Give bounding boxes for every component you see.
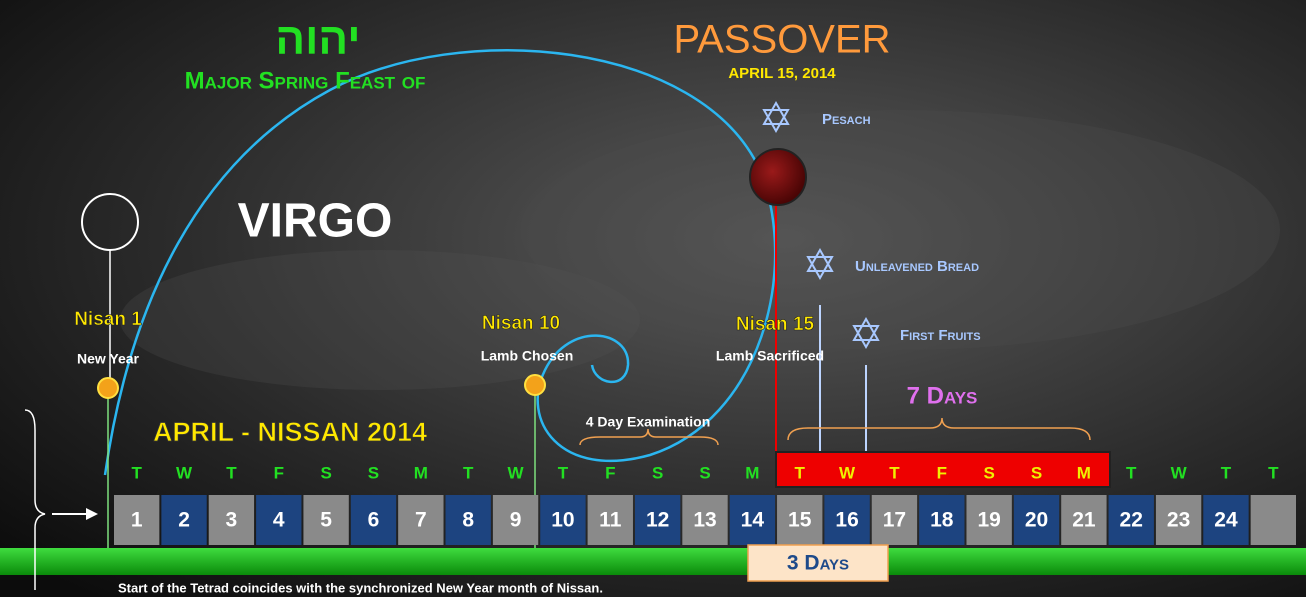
weekday-label: T [131, 463, 142, 482]
feast-label: First Fruits [900, 327, 981, 344]
weekday-label: W [176, 463, 193, 482]
feast-date: APRIL 15, 2014 [728, 65, 836, 82]
weekday-label: F [605, 463, 615, 482]
day-number: 11 [599, 509, 622, 532]
weekday-label: W [839, 463, 856, 482]
day-number: 14 [741, 509, 765, 532]
weekday-label: T [226, 463, 237, 482]
day-number: 13 [693, 509, 716, 532]
weekday-label: T [889, 463, 900, 482]
examination-label: 4 Day Examination [586, 414, 711, 430]
marker-label: New Year [77, 351, 140, 367]
blood-moon [750, 149, 806, 205]
day-number: 12 [646, 509, 669, 532]
marker-title: Nisan 10 [482, 313, 560, 334]
weekday-label: F [937, 463, 947, 482]
weekday-label: W [1171, 463, 1188, 482]
sun-marker [98, 378, 118, 398]
weekday-label: S [320, 463, 331, 482]
hebrew-name: יהוה [275, 15, 360, 64]
weekday-label: T [463, 463, 474, 482]
feast-label: Unleavened Bread [855, 258, 979, 275]
day-number: 5 [320, 509, 332, 532]
day-number: 21 [1072, 509, 1096, 532]
footnote: Start of the Tetrad coincides with the s… [118, 580, 603, 595]
subtitle: Major Spring Feast of [185, 67, 426, 94]
scene: יהוה Major Spring Feast of PASSOVER APRI… [0, 0, 1306, 597]
sun-marker [525, 375, 545, 395]
weekday-label: T [1221, 463, 1232, 482]
month-title: APRIL - NISSAN 2014 [153, 417, 427, 447]
day-number: 22 [1120, 509, 1143, 532]
day-number: 1 [131, 509, 143, 532]
weekday-label: T [558, 463, 569, 482]
nebula [120, 250, 640, 390]
weekday-label: S [652, 463, 663, 482]
day-number: 3 [226, 509, 238, 532]
day-number: 19 [977, 509, 1000, 532]
day-number: 9 [510, 509, 522, 532]
day-number: 23 [1167, 509, 1190, 532]
marker-label: Lamb Chosen [481, 348, 574, 364]
day-number: 10 [551, 509, 574, 532]
day-number: 4 [273, 509, 285, 532]
weekday-label: M [1077, 463, 1091, 482]
feast-label: Pesach [822, 111, 871, 128]
day-number: 24 [1214, 509, 1238, 532]
marker-title: Nisan 15 [736, 314, 815, 335]
constellation: VIRGO [238, 195, 393, 248]
green-band [0, 548, 1306, 575]
feast-title: PASSOVER [673, 18, 890, 62]
day-number: 15 [788, 509, 812, 532]
weekday-label: F [274, 463, 284, 482]
day-number: 16 [835, 509, 858, 532]
weekday-label: S [983, 463, 994, 482]
weekday-label: W [508, 463, 525, 482]
day-number: 7 [415, 509, 427, 532]
weekday-label: S [1031, 463, 1042, 482]
day-number: 2 [178, 509, 190, 532]
weekday-label: T [1126, 463, 1137, 482]
weekday-label: M [414, 463, 428, 482]
day-number: 17 [883, 509, 906, 532]
seven-days-label: 7 Days [907, 382, 978, 409]
weekday-label: S [699, 463, 710, 482]
weekday-label: T [795, 463, 806, 482]
weekday-label: S [368, 463, 379, 482]
day-number: 8 [462, 509, 474, 532]
day-cell [1251, 495, 1296, 545]
day-number: 18 [930, 509, 954, 532]
day-number: 20 [1025, 509, 1048, 532]
weekday-label: M [745, 463, 759, 482]
weekday-label: T [1268, 463, 1279, 482]
day-number: 6 [368, 509, 380, 532]
marker-label: Lamb Sacrificed [716, 348, 824, 364]
marker-title: Nisan 1 [74, 309, 142, 330]
three-days-label: 3 Days [787, 552, 849, 575]
